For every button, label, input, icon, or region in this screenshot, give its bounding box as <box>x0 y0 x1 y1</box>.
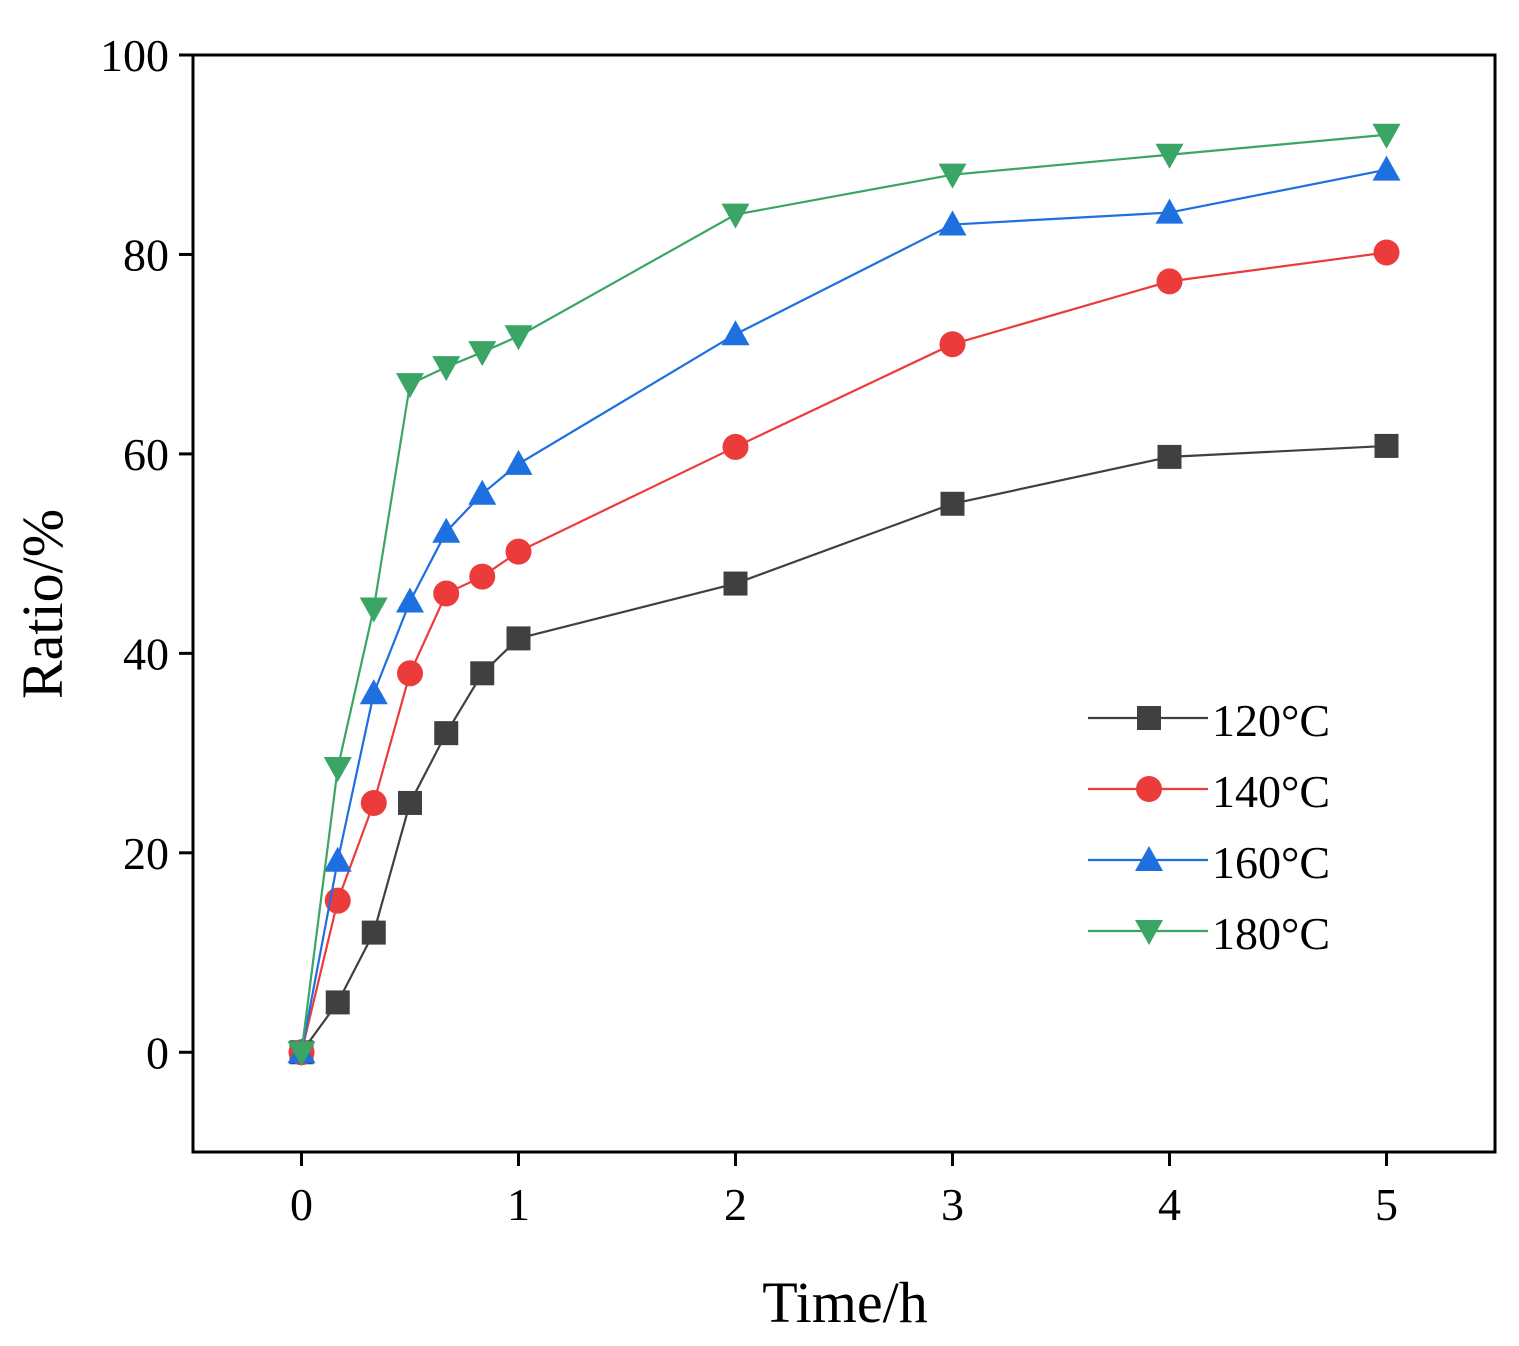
plot-frame <box>191 53 1497 1154</box>
data-point <box>505 538 532 565</box>
data-point <box>721 203 750 229</box>
data-point <box>468 341 497 367</box>
data-point <box>939 331 966 358</box>
plot-frame-group <box>191 53 1497 1154</box>
x-tick-label: 4 <box>1158 1179 1181 1230</box>
data-point <box>325 990 350 1015</box>
legend-marker <box>1135 920 1163 945</box>
y-tick-label: 20 <box>123 828 169 879</box>
x-tick-label: 0 <box>290 1179 313 1230</box>
legend-item: 180°C <box>1088 908 1330 959</box>
legend-label: 140°C <box>1212 766 1330 817</box>
data-point <box>323 846 352 872</box>
data-point <box>434 721 459 746</box>
x-tick-label: 3 <box>941 1179 964 1230</box>
y-tick-label: 60 <box>123 429 169 480</box>
y-tick-label: 80 <box>123 229 169 280</box>
legend-label: 160°C <box>1212 837 1330 888</box>
x-axis-title: Time/h <box>762 1270 927 1335</box>
x-tick-label: 5 <box>1375 1179 1398 1230</box>
data-point <box>1372 155 1401 181</box>
series-180°C <box>287 123 1401 1067</box>
data-point <box>432 517 461 543</box>
legend-marker <box>1137 706 1161 730</box>
data-point <box>1372 123 1401 149</box>
series-line <box>300 444 1387 1053</box>
data-point <box>940 491 965 516</box>
axis-ticks-group: 0 1 2 3 4 5 0 20 40 60 80 100 <box>100 30 1398 1230</box>
data-point <box>433 580 460 607</box>
data-point <box>1155 143 1184 169</box>
legend-label: 180°C <box>1212 908 1330 959</box>
legend-marker <box>1135 846 1163 871</box>
data-point <box>361 920 386 945</box>
data-point <box>360 789 387 816</box>
y-axis-title: Ratio/% <box>10 509 75 699</box>
legend-item: 120°C <box>1088 695 1330 746</box>
series-group <box>287 123 1401 1067</box>
legend-marker <box>1136 776 1162 802</box>
legend: 120°C 140°C 160°C 180°C <box>1088 695 1330 959</box>
data-point <box>359 597 388 623</box>
y-tick-label: 40 <box>123 628 169 679</box>
legend-item: 140°C <box>1088 766 1330 817</box>
data-point <box>1155 198 1184 224</box>
data-point <box>396 587 424 613</box>
data-point <box>722 433 749 460</box>
data-point <box>398 790 422 815</box>
data-point <box>1157 444 1182 469</box>
data-point <box>1156 268 1183 295</box>
data-point <box>287 1041 316 1067</box>
data-point <box>1374 433 1399 458</box>
data-point <box>1373 239 1400 266</box>
legend-label: 120°C <box>1212 695 1330 746</box>
data-point <box>504 325 533 351</box>
data-point <box>470 661 495 686</box>
data-point <box>938 210 967 236</box>
data-point <box>506 626 531 651</box>
data-point <box>359 679 388 705</box>
data-point <box>721 320 750 346</box>
y-tick-label: 100 <box>100 30 169 81</box>
data-point <box>396 373 424 399</box>
data-point <box>504 449 533 475</box>
data-point <box>397 660 423 687</box>
data-point <box>468 479 497 505</box>
data-point <box>723 571 748 596</box>
x-tick-label: 1 <box>507 1179 530 1230</box>
x-tick-label: 2 <box>724 1179 747 1230</box>
y-tick-label: 0 <box>146 1027 169 1078</box>
data-point <box>469 563 496 590</box>
data-point <box>323 757 352 783</box>
data-point <box>938 163 967 189</box>
legend-item: 160°C <box>1088 837 1330 888</box>
data-point <box>432 356 461 382</box>
series-120°C <box>289 433 1399 1065</box>
